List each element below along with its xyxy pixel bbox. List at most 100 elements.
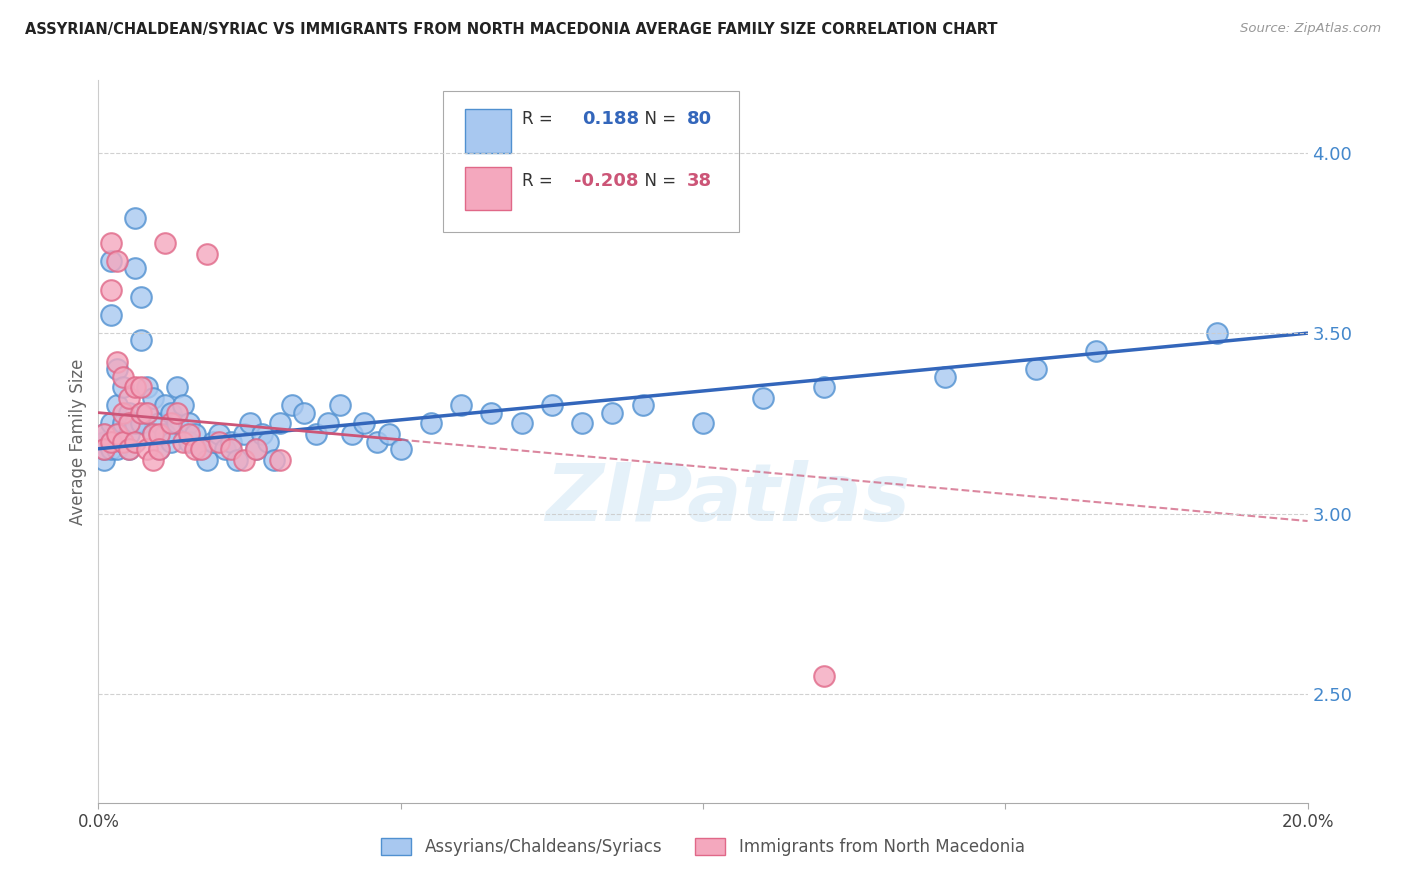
Point <box>239 417 262 431</box>
Point <box>118 427 141 442</box>
Point <box>245 442 267 456</box>
Text: R =: R = <box>522 110 558 128</box>
Point <box>153 427 176 442</box>
Point <box>631 399 654 413</box>
Point <box>124 417 146 431</box>
Point <box>232 427 254 442</box>
Point <box>316 417 339 431</box>
Point <box>166 417 188 431</box>
Point <box>208 427 231 442</box>
Point <box>934 369 956 384</box>
Point <box>129 406 152 420</box>
Point <box>540 399 562 413</box>
Point <box>221 442 243 456</box>
Point <box>93 427 115 442</box>
Point <box>221 434 243 449</box>
Point <box>142 427 165 442</box>
Point <box>129 334 152 348</box>
Point <box>179 434 201 449</box>
Point <box>245 442 267 456</box>
Point <box>111 434 134 449</box>
Point <box>105 442 128 456</box>
Point <box>353 417 375 431</box>
Point <box>208 434 231 449</box>
Point <box>481 406 503 420</box>
Point <box>571 417 593 431</box>
Point <box>93 434 115 449</box>
Point <box>135 406 157 420</box>
Point <box>105 253 128 268</box>
Point <box>269 417 291 431</box>
Point <box>100 235 122 250</box>
Point <box>135 380 157 394</box>
Point <box>135 406 157 420</box>
Point <box>510 417 533 431</box>
Point <box>269 452 291 467</box>
Point <box>1206 326 1229 341</box>
Point <box>179 417 201 431</box>
Point <box>190 442 212 456</box>
Point <box>160 417 183 431</box>
Point <box>93 427 115 442</box>
Point <box>105 355 128 369</box>
Text: ZIPatlas: ZIPatlas <box>544 460 910 539</box>
Point <box>813 380 835 394</box>
Point <box>184 427 207 442</box>
Point <box>124 380 146 394</box>
Point <box>100 417 122 431</box>
Point <box>129 417 152 431</box>
Point <box>153 399 176 413</box>
Point <box>160 434 183 449</box>
Point <box>1024 362 1046 376</box>
Y-axis label: Average Family Size: Average Family Size <box>69 359 87 524</box>
Point <box>105 399 128 413</box>
FancyBboxPatch shape <box>465 167 510 211</box>
Point <box>129 290 152 304</box>
Point <box>692 417 714 431</box>
Point <box>142 391 165 405</box>
Point <box>153 235 176 250</box>
Point <box>172 434 194 449</box>
Point <box>195 246 218 260</box>
Point <box>214 442 236 456</box>
Text: R =: R = <box>522 172 558 190</box>
Point <box>111 380 134 394</box>
Text: Source: ZipAtlas.com: Source: ZipAtlas.com <box>1240 22 1381 36</box>
Text: 0.188: 0.188 <box>582 110 640 128</box>
Text: N =: N = <box>634 172 682 190</box>
Point <box>166 406 188 420</box>
Point <box>226 452 249 467</box>
Point <box>263 452 285 467</box>
Point <box>160 406 183 420</box>
Point <box>105 427 128 442</box>
Point <box>111 406 134 420</box>
Point <box>172 399 194 413</box>
Point <box>148 417 170 431</box>
Point <box>129 380 152 394</box>
Point <box>142 427 165 442</box>
Point <box>450 399 472 413</box>
Point <box>100 434 122 449</box>
Point <box>124 434 146 449</box>
Point <box>602 406 624 420</box>
Point <box>148 427 170 442</box>
Point <box>111 369 134 384</box>
Text: -0.208: -0.208 <box>574 172 638 190</box>
FancyBboxPatch shape <box>443 91 740 232</box>
Point <box>813 669 835 683</box>
Point <box>389 442 412 456</box>
Point <box>100 442 122 456</box>
Point <box>166 380 188 394</box>
Legend: Assyrians/Chaldeans/Syriacs, Immigrants from North Macedonia: Assyrians/Chaldeans/Syriacs, Immigrants … <box>374 831 1032 863</box>
Point <box>124 261 146 276</box>
Point <box>111 417 134 431</box>
Point <box>118 391 141 405</box>
Point <box>100 253 122 268</box>
Point <box>377 427 399 442</box>
Text: 80: 80 <box>688 110 713 128</box>
Point <box>1085 344 1108 359</box>
Point <box>305 427 328 442</box>
Point <box>366 434 388 449</box>
Point <box>105 427 128 442</box>
Point <box>342 427 364 442</box>
